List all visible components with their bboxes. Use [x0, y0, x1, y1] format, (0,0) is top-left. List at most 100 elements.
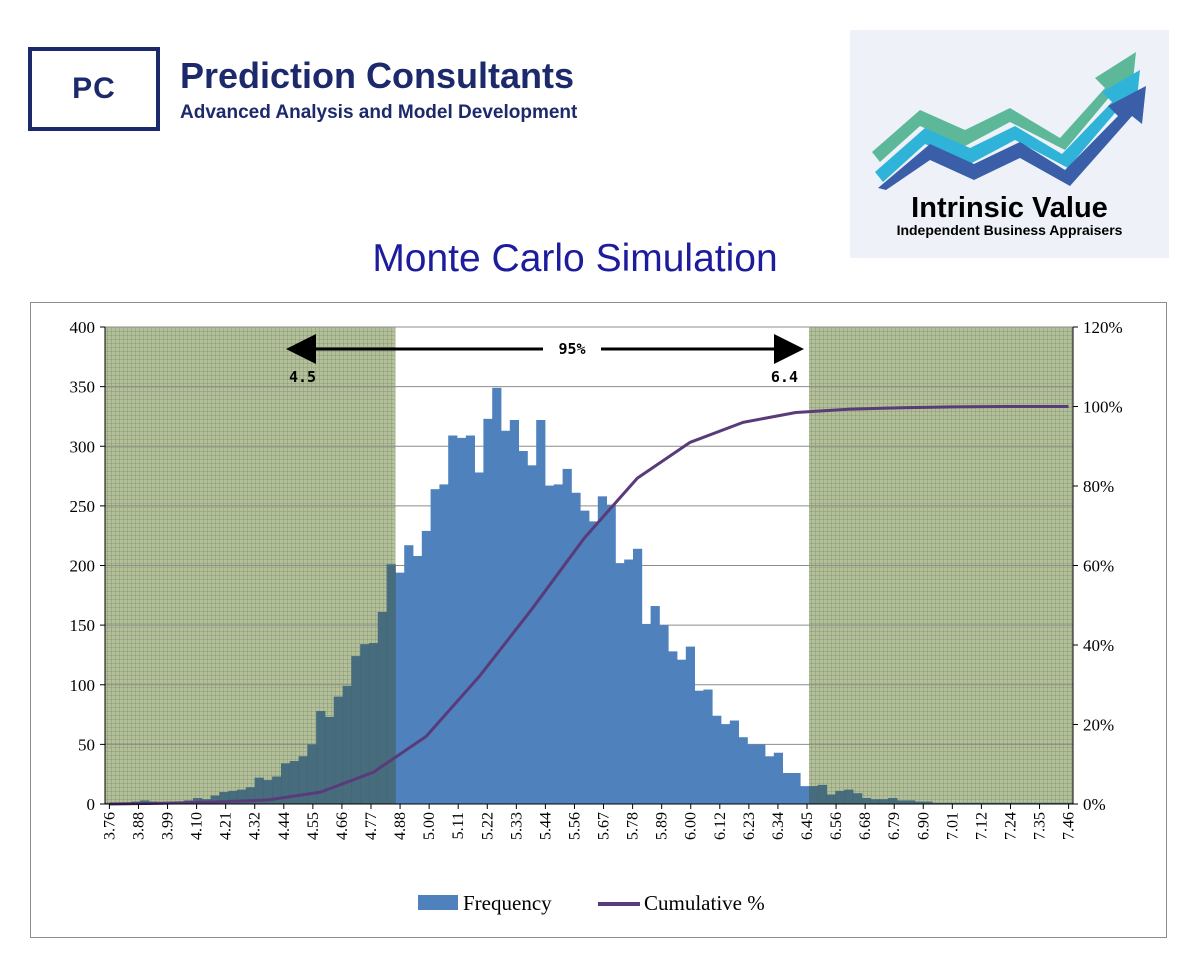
- y2-tick-label: 120%: [1083, 318, 1123, 337]
- tail-bar-overlay: [289, 761, 299, 804]
- x-tick-label: 3.76: [101, 812, 118, 840]
- frequency-bar: [685, 646, 695, 804]
- x-tick-label: 4.55: [305, 812, 322, 840]
- y2-tick-label: 0%: [1083, 795, 1106, 814]
- x-tick-label: 5.67: [596, 812, 613, 840]
- x-tick-label: 7.01: [944, 812, 961, 840]
- frequency-bar: [545, 485, 555, 804]
- frequency-bar: [791, 772, 801, 804]
- x-tick-label: 6.68: [857, 812, 874, 840]
- y-tick-label: 200: [70, 557, 96, 576]
- frequency-bar: [492, 387, 502, 804]
- frequency-bar: [668, 651, 678, 804]
- x-tick-label: 7.12: [973, 812, 990, 840]
- frequency-bar: [747, 744, 757, 804]
- frequency-bar: [395, 572, 405, 804]
- x-tick-label: 4.88: [392, 812, 409, 840]
- tail-bar-overlay: [272, 776, 282, 804]
- x-tick-label: 5.22: [479, 812, 496, 840]
- frequency-bar: [465, 435, 475, 804]
- tail-bar-overlay: [888, 798, 898, 804]
- frequency-bar: [562, 468, 572, 804]
- y2-tick-label: 60%: [1083, 557, 1114, 576]
- cumulative-line-layer: [109, 405, 1069, 806]
- tail-bar-overlay: [835, 790, 845, 804]
- partner-subtitle: Independent Business Appraisers: [896, 222, 1123, 238]
- tail-bar-overlay: [219, 792, 229, 804]
- tail-bar-overlay: [985, 802, 995, 804]
- tail-bar-overlay: [316, 710, 326, 804]
- tail-bar-overlay: [941, 802, 951, 804]
- tail-bar-overlay: [905, 800, 915, 804]
- frequency-bar: [571, 492, 581, 804]
- y2-tick-label: 100%: [1083, 398, 1123, 417]
- company-tagline: Advanced Analysis and Model Development: [180, 102, 578, 123]
- tail-bar-overlay: [386, 564, 396, 804]
- tail-bar-overlay: [307, 744, 317, 804]
- x-tick-label: 4.21: [218, 812, 235, 840]
- partner-name: Intrinsic Value: [911, 192, 1108, 224]
- x-tick-label: 5.78: [625, 812, 642, 840]
- x-tick-label: 6.56: [828, 812, 845, 840]
- tail-bar-overlay: [377, 612, 387, 804]
- x-tick-label: 4.66: [334, 812, 351, 840]
- tail-bar-overlay: [958, 802, 968, 804]
- frequency-bar: [448, 435, 458, 804]
- frequency-bar: [633, 548, 643, 804]
- tail-bar-overlay: [932, 802, 942, 804]
- x-tick-label: 6.90: [915, 812, 932, 840]
- frequency-bar: [589, 521, 599, 804]
- frequency-bar: [694, 690, 704, 804]
- x-tick-label: 4.77: [363, 812, 380, 840]
- y-tick-label: 300: [70, 437, 96, 456]
- rising-arrows-icon: [872, 52, 1146, 190]
- tail-bar-overlay: [298, 756, 308, 804]
- x-tick-label: 4.44: [276, 812, 293, 840]
- lower-bound-label: 4.5: [289, 368, 316, 386]
- x-tick-label: 3.99: [160, 812, 177, 840]
- tail-bar-overlay: [325, 716, 335, 804]
- y-tick-label: 350: [70, 378, 96, 397]
- frequency-bar: [641, 623, 651, 804]
- tail-bar-overlay: [914, 801, 924, 804]
- tail-bar-overlay: [817, 784, 827, 804]
- tail-bar-overlay: [1055, 802, 1065, 804]
- frequency-bar: [430, 489, 440, 804]
- tail-bar-overlay: [351, 656, 361, 804]
- legend: Frequency Cumulative %: [418, 891, 765, 915]
- cumulative-line: [109, 405, 1069, 806]
- frequency-bar: [404, 545, 414, 804]
- tail-bar-overlay: [967, 802, 977, 804]
- frequency-bar: [501, 430, 511, 804]
- tail-overlays: [105, 564, 1074, 804]
- frequency-bar: [509, 420, 519, 804]
- tail-bar-overlay: [263, 780, 273, 804]
- x-tick-label: 6.45: [799, 812, 816, 840]
- frequency-bar: [677, 659, 687, 804]
- x-tick-label: 6.00: [683, 812, 700, 840]
- y-tick-label: 0: [87, 795, 96, 814]
- frequency-bar: [773, 752, 783, 804]
- tail-bar-overlay: [1037, 802, 1047, 804]
- x-tick-label: 7.24: [1003, 812, 1020, 840]
- frequency-bar: [800, 786, 810, 804]
- frequency-bar: [624, 559, 634, 804]
- frequency-bar: [756, 744, 766, 804]
- tail-bar-overlay: [976, 802, 986, 804]
- frequency-bar: [580, 510, 590, 804]
- legend-frequency-label: Frequency: [463, 891, 552, 915]
- x-tick-label: 6.23: [741, 812, 758, 840]
- x-tick-label: 5.89: [654, 812, 671, 840]
- y-tick-label: 50: [78, 735, 95, 754]
- frequency-bar: [413, 555, 423, 804]
- upper-bound-label: 6.4: [771, 368, 798, 386]
- frequency-bar: [659, 625, 669, 804]
- frequency-bar: [536, 420, 546, 804]
- y2-tick-label: 80%: [1083, 477, 1114, 496]
- frequency-bar: [474, 472, 484, 804]
- tail-bar-overlay: [342, 685, 352, 804]
- x-tick-label: 5.33: [508, 812, 525, 840]
- frequency-bar: [439, 484, 449, 804]
- y2-tick-label: 40%: [1083, 636, 1114, 655]
- chart-title: Monte Carlo Simulation: [372, 237, 778, 280]
